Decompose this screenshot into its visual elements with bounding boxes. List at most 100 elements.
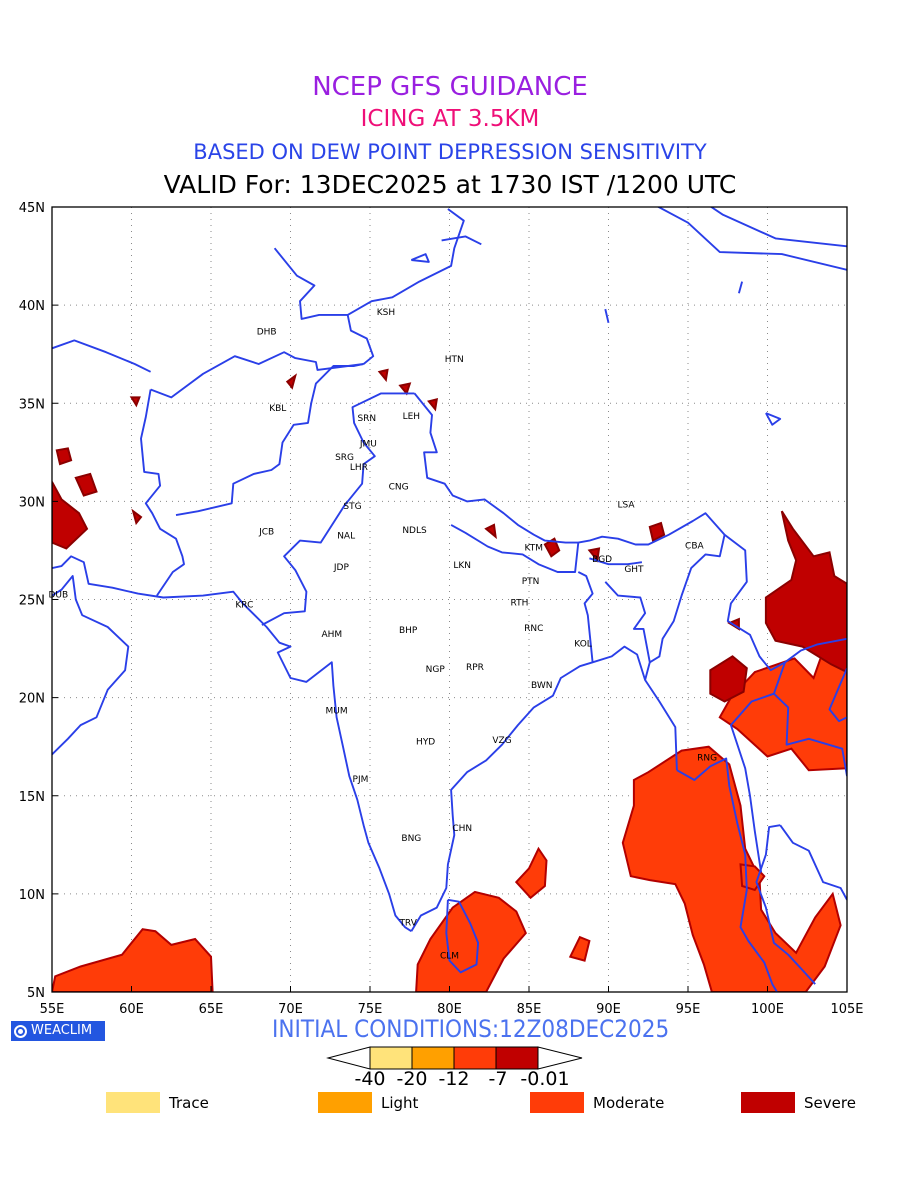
station-label: NDLS <box>402 526 427 536</box>
station-label: HTN <box>445 355 464 365</box>
circle-logo-icon <box>14 1024 27 1038</box>
coastline-segment <box>729 661 786 873</box>
legend-label-severe: Severe <box>804 1094 856 1112</box>
lon-tick-label: 100E <box>751 1002 784 1017</box>
station-label: CNG <box>389 483 409 493</box>
coastline-segment <box>737 281 744 294</box>
icing-severe-area <box>285 373 298 390</box>
weaclim-logo: WEACLIM <box>11 1021 105 1041</box>
initial-conditions: INITIAL CONDITIONS:12Z08DEC2025 <box>272 1015 670 1043</box>
coastline-segment <box>676 757 778 992</box>
station-label: HYD <box>416 738 435 748</box>
station-label: KBL <box>269 404 286 414</box>
icing-severe-area <box>74 472 98 497</box>
icing-severe-area <box>427 397 439 412</box>
icing-severe-area <box>377 368 389 383</box>
coastline-segment <box>140 389 185 597</box>
title-valid-time: VALID For: 13DEC2025 at 1730 IST /1200 U… <box>163 170 737 199</box>
colorbar-light <box>411 1046 455 1070</box>
title-method: BASED ON DEW POINT DEPRESSION SENSITIVIT… <box>193 140 707 164</box>
icing-moderate-area <box>568 935 591 962</box>
coastline-segment <box>441 235 482 246</box>
coastline-segment <box>589 557 643 566</box>
station-label: JCB <box>258 528 274 538</box>
station-label: SRN <box>357 414 376 424</box>
lon-tick-label: 90E <box>596 1002 621 1017</box>
coastline-segment <box>779 824 847 901</box>
station-label: KRC <box>235 600 253 610</box>
icing-severe-area <box>764 510 847 674</box>
station-label: AHM <box>321 630 342 640</box>
coastline-segment <box>346 208 465 365</box>
title-model: NCEP GFS GUIDANCE <box>312 72 588 102</box>
coastline-segment <box>755 824 816 985</box>
lat-tick-label: 5N <box>27 986 45 1001</box>
coastlines-and-borders <box>52 207 847 992</box>
coastline-segment <box>175 363 364 517</box>
legend-swatch-severe <box>741 1092 795 1113</box>
coastline-segment <box>445 898 480 974</box>
station-label: BGD <box>592 555 612 565</box>
station-label: KOL <box>574 640 592 650</box>
icing-severe-area <box>52 481 89 550</box>
station-label: VZG <box>492 736 511 746</box>
colorbar-moderate <box>453 1046 497 1070</box>
coastline-segment <box>52 575 130 756</box>
station-label: LEH <box>403 412 420 422</box>
coastline-segment <box>604 581 651 681</box>
station-label: JDP <box>333 563 350 573</box>
station-label: KTM <box>525 543 543 553</box>
lat-tick-label: 20N <box>19 692 45 707</box>
legend-label-moderate: Moderate <box>593 1094 665 1112</box>
station-label: NGP <box>426 665 446 675</box>
station-label: GHT <box>624 565 644 575</box>
station-label: MUM <box>326 706 348 716</box>
coastline-segment <box>410 253 430 263</box>
station-label: RNC <box>524 624 543 634</box>
colorbar-severe <box>495 1046 539 1070</box>
icing-moderate-area <box>514 846 548 900</box>
station-label: STG <box>343 502 361 512</box>
lat-tick-label: 25N <box>19 594 45 609</box>
station-label: PTN <box>522 577 540 587</box>
station-label: DUB <box>49 591 69 601</box>
legend-swatch-light <box>318 1092 372 1113</box>
coastline-segment <box>709 207 847 248</box>
station-label: CBA <box>685 541 704 551</box>
station-label: KSH <box>377 308 395 318</box>
coastline-segment <box>273 247 348 320</box>
coastline-segment <box>410 645 678 932</box>
colorbar <box>326 1046 583 1070</box>
icing-moderate-area <box>52 928 214 992</box>
coastline-segment <box>765 412 782 426</box>
lon-tick-label: 80E <box>437 1002 462 1017</box>
coastline-segment <box>577 571 594 663</box>
lat-tick-label: 10N <box>19 888 45 903</box>
icing-moderate-area <box>718 645 847 772</box>
coastline-segment <box>150 351 364 399</box>
coastline-segment <box>52 339 152 373</box>
icing-severe-area <box>55 447 73 466</box>
station-label: LHR <box>350 463 368 473</box>
icing-areas <box>52 368 847 992</box>
colorbar-label: -7 <box>488 1068 508 1090</box>
axis-labels: 55E 60E 65E 70E 75E 80E 85E 90E 95E 100E 105E 45N 40… <box>19 201 864 1017</box>
legend-swatch-trace <box>106 1092 160 1113</box>
lon-tick-label: 60E <box>119 1002 144 1017</box>
icing-severe-area <box>587 547 601 563</box>
station-label: DHB <box>257 328 277 338</box>
coastline-segment <box>242 602 412 933</box>
icing-severe-area <box>129 396 141 408</box>
lat-tick-label: 35N <box>19 397 45 412</box>
icing-severe-area <box>398 382 412 396</box>
station-label: RTH <box>511 598 529 608</box>
coastline-segment <box>413 392 726 546</box>
coastline-segment <box>724 533 786 672</box>
station-label: SRG <box>335 453 354 463</box>
brand-name: WEACLIM <box>31 1023 93 1038</box>
icing-severe-area <box>709 655 748 703</box>
legend-swatch-moderate <box>530 1092 584 1113</box>
colorbar-label: -20 <box>396 1068 428 1090</box>
